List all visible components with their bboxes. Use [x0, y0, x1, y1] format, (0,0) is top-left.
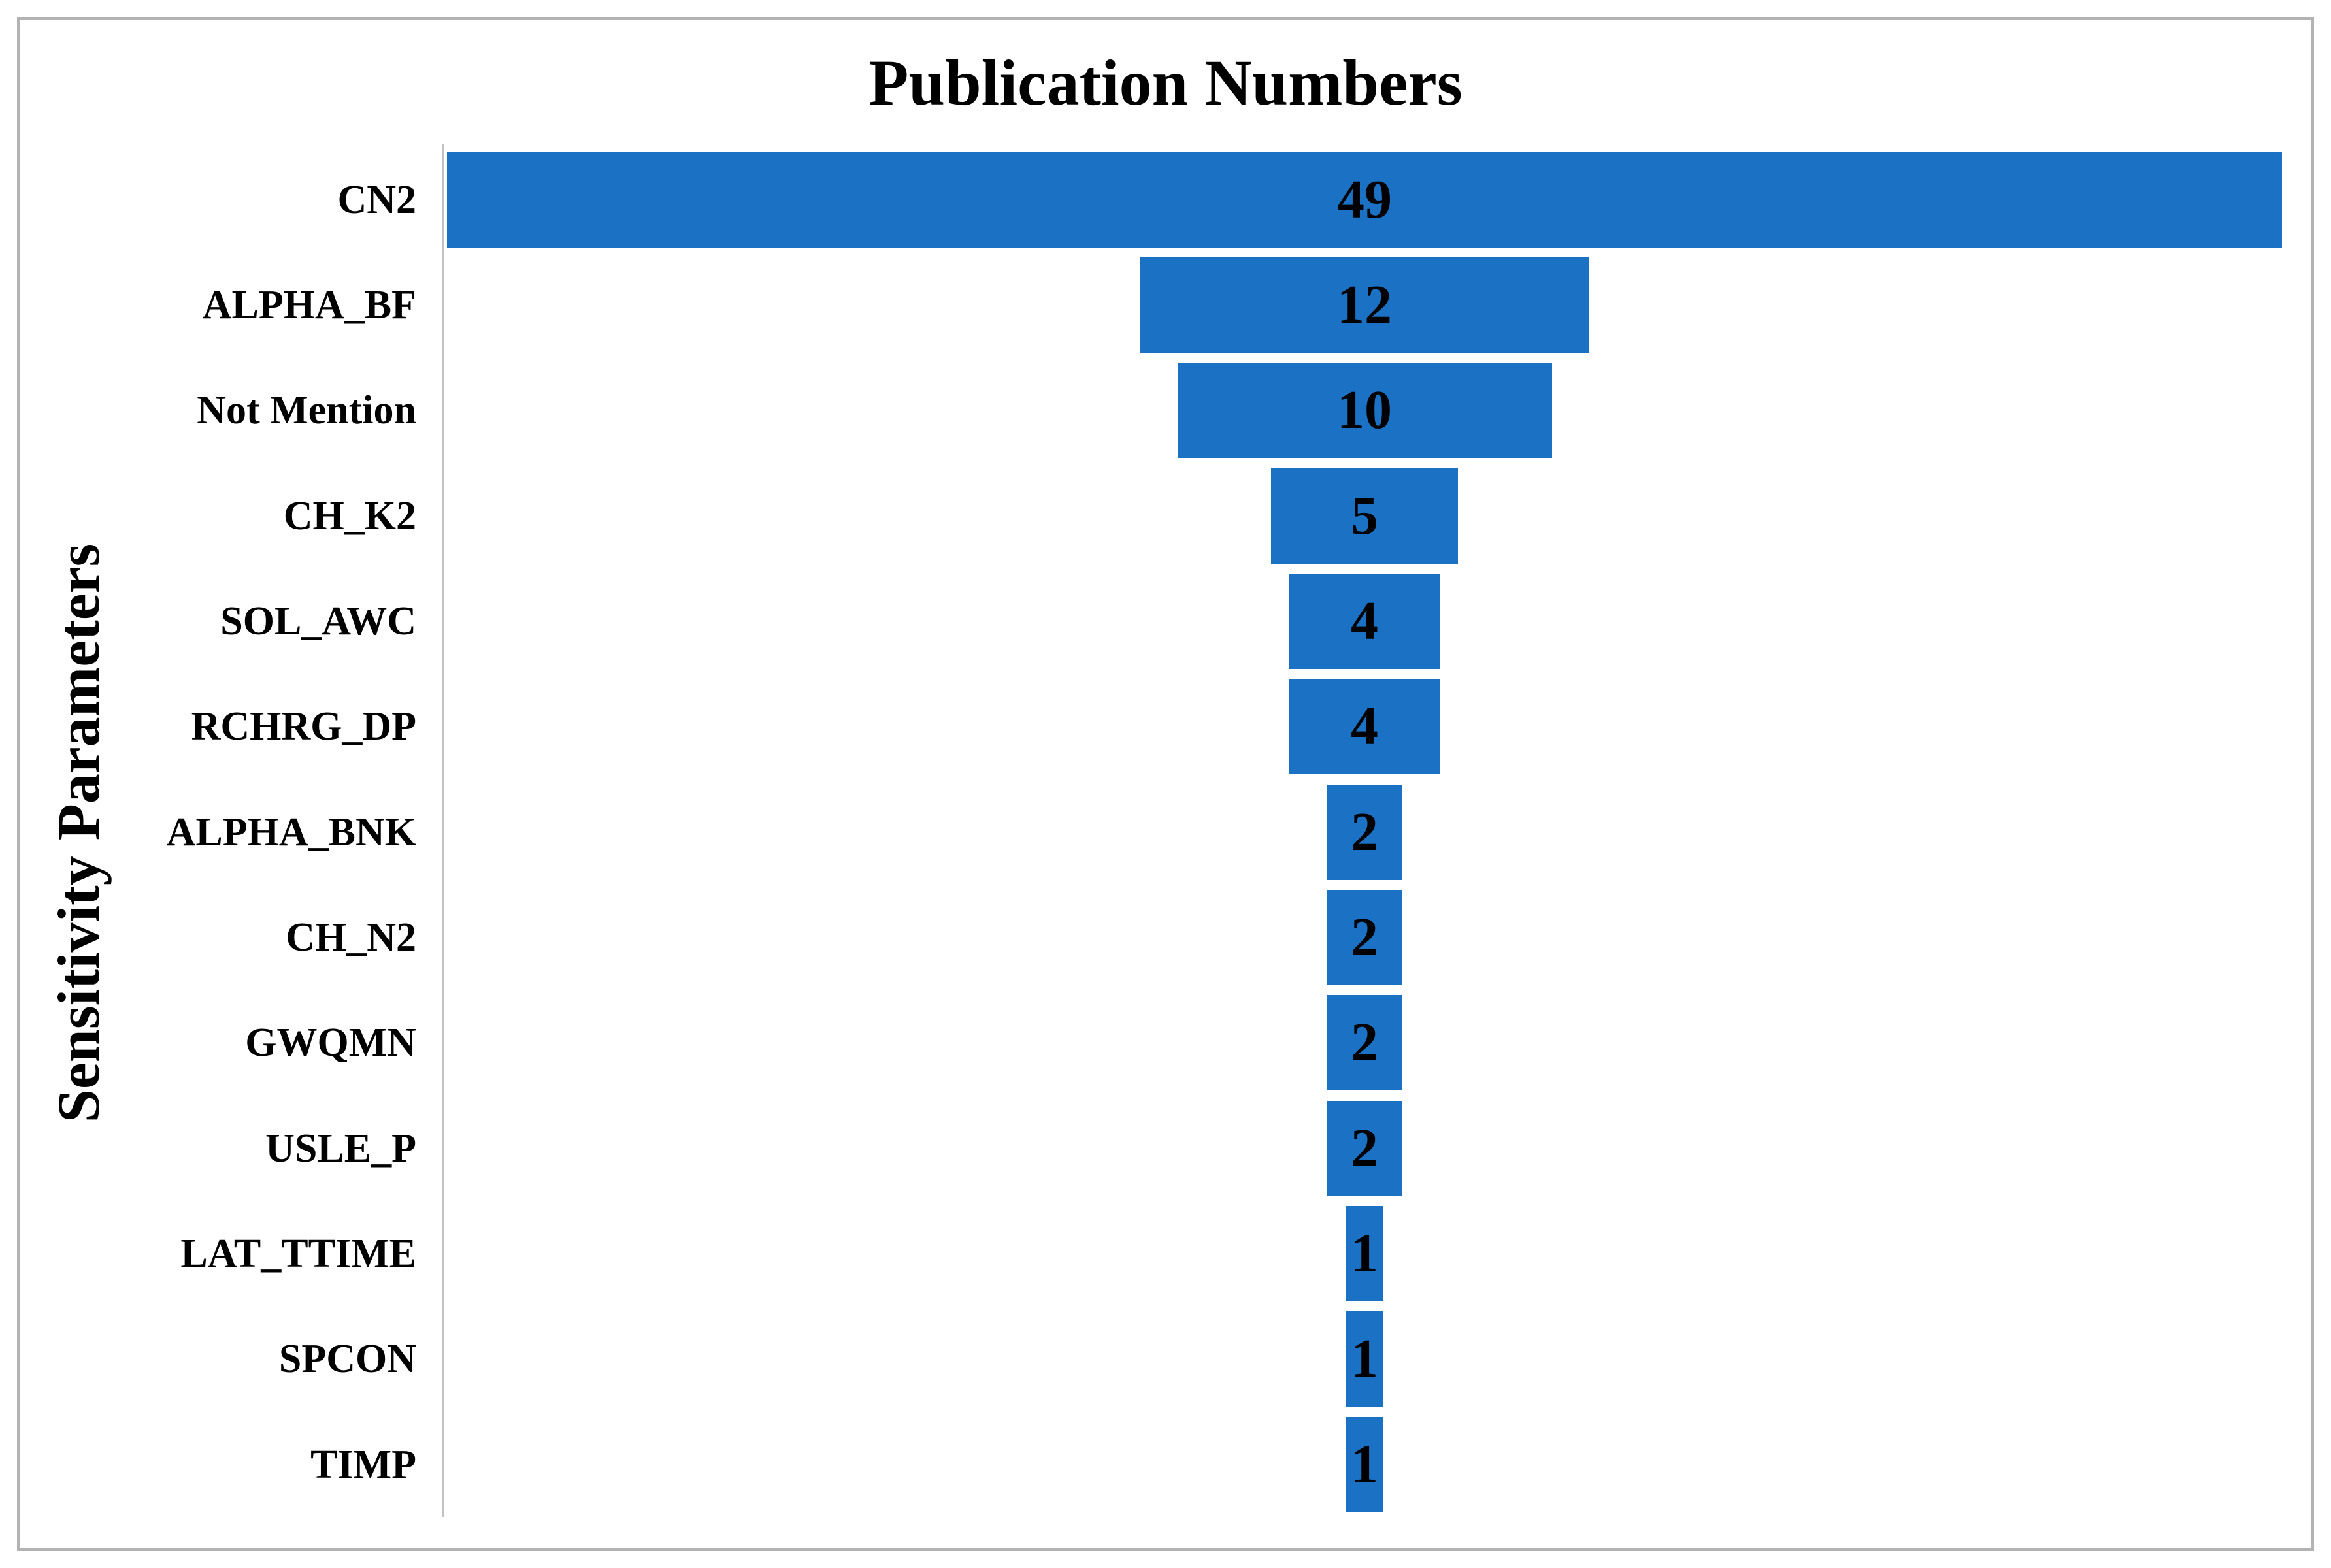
bar-ch-k2: 5: [1270, 468, 1459, 564]
category-label-alpha-bf: ALPHA_BF: [202, 282, 416, 327]
bar-value-label: 5: [1351, 485, 1378, 546]
bar-value-label: 10: [1337, 380, 1392, 441]
bar-timp: 1: [1346, 1416, 1383, 1512]
bar-cn2: 49: [447, 152, 2282, 248]
bar-value-label: 2: [1350, 801, 1378, 862]
bar-lat-ttime: 1: [1346, 1206, 1383, 1301]
category-label-not-mention: Not Mention: [197, 388, 416, 433]
chart-title: Publication Numbers: [868, 46, 1463, 119]
bar-rchrg-dp: 4: [1289, 679, 1440, 775]
bar-value-label: 4: [1350, 590, 1378, 651]
y-axis-line: [442, 144, 444, 1517]
category-label-cn2: CN2: [337, 177, 416, 222]
category-label-timp: TIMP: [310, 1442, 416, 1487]
category-label-sol-awc: SOL_AWC: [220, 598, 416, 644]
category-label-rchrg-dp: RCHRG_DP: [191, 704, 416, 749]
bar-value-label: 4: [1350, 696, 1378, 757]
bar-value-label: 1: [1350, 1328, 1378, 1390]
bar-alpha-bf: 12: [1140, 257, 1589, 353]
bar-usle-p: 2: [1327, 1100, 1402, 1196]
bar-not-mention: 10: [1177, 363, 1552, 459]
bar-sol-awc: 4: [1289, 573, 1440, 669]
bar-value-label: 1: [1350, 1223, 1378, 1284]
bar-value-label: 49: [1336, 169, 1392, 230]
category-label-usle-p: USLE_P: [265, 1126, 416, 1171]
category-label-ch-k2: CH_K2: [283, 493, 416, 538]
bar-value-label: 12: [1336, 274, 1392, 335]
bar-alpha-bnk: 2: [1327, 784, 1402, 880]
category-label-gwqmn: GWQMN: [245, 1021, 416, 1066]
bar-value-label: 2: [1350, 906, 1378, 968]
category-label-spcon: SPCON: [278, 1337, 416, 1382]
bar-value-label: 2: [1350, 1117, 1378, 1179]
bar-ch-n2: 2: [1327, 889, 1402, 985]
category-label-alpha-bnk: ALPHA_BNK: [166, 809, 416, 855]
bar-value-label: 1: [1350, 1433, 1378, 1495]
category-label-lat-ttime: LAT_TTIME: [180, 1232, 416, 1276]
category-label-ch-n2: CH_N2: [286, 915, 416, 960]
bar-spcon: 1: [1346, 1311, 1383, 1407]
bar-gwqmn: 2: [1327, 995, 1402, 1091]
bar-value-label: 2: [1350, 1012, 1378, 1073]
